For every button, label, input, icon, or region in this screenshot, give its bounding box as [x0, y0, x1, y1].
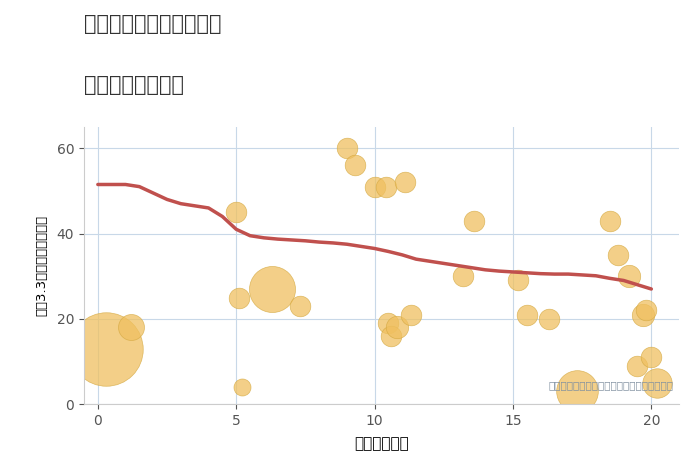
- Point: [405, 311, 416, 318]
- Point: [468, 217, 480, 225]
- Point: [125, 324, 136, 331]
- Point: [386, 332, 397, 340]
- Point: [236, 384, 247, 391]
- Point: [233, 294, 244, 301]
- Point: [612, 251, 624, 258]
- X-axis label: 駅距離（分）: 駅距離（分）: [354, 436, 409, 451]
- Text: 円の大きさは、取引のあった物件面積を示す: 円の大きさは、取引のあった物件面積を示す: [548, 380, 673, 390]
- Point: [638, 311, 649, 318]
- Point: [380, 183, 391, 190]
- Point: [383, 320, 394, 327]
- Point: [349, 162, 360, 169]
- Point: [101, 345, 112, 352]
- Point: [458, 273, 469, 280]
- Point: [294, 302, 305, 310]
- Point: [640, 306, 652, 314]
- Y-axis label: 坪（3.3㎡）単価（万円）: 坪（3.3㎡）単価（万円）: [35, 215, 48, 316]
- Point: [230, 209, 241, 216]
- Point: [267, 285, 278, 293]
- Point: [522, 311, 533, 318]
- Point: [571, 388, 582, 395]
- Point: [645, 353, 657, 361]
- Text: 奈良県奈良市二名平野の: 奈良県奈良市二名平野の: [84, 14, 221, 34]
- Point: [632, 362, 643, 369]
- Point: [604, 217, 615, 225]
- Text: 駅距離別土地価格: 駅距離別土地価格: [84, 75, 184, 95]
- Point: [651, 379, 662, 387]
- Point: [400, 179, 411, 186]
- Point: [342, 144, 353, 152]
- Point: [624, 273, 635, 280]
- Point: [391, 324, 402, 331]
- Point: [513, 277, 524, 284]
- Point: [369, 183, 380, 190]
- Point: [543, 315, 554, 322]
